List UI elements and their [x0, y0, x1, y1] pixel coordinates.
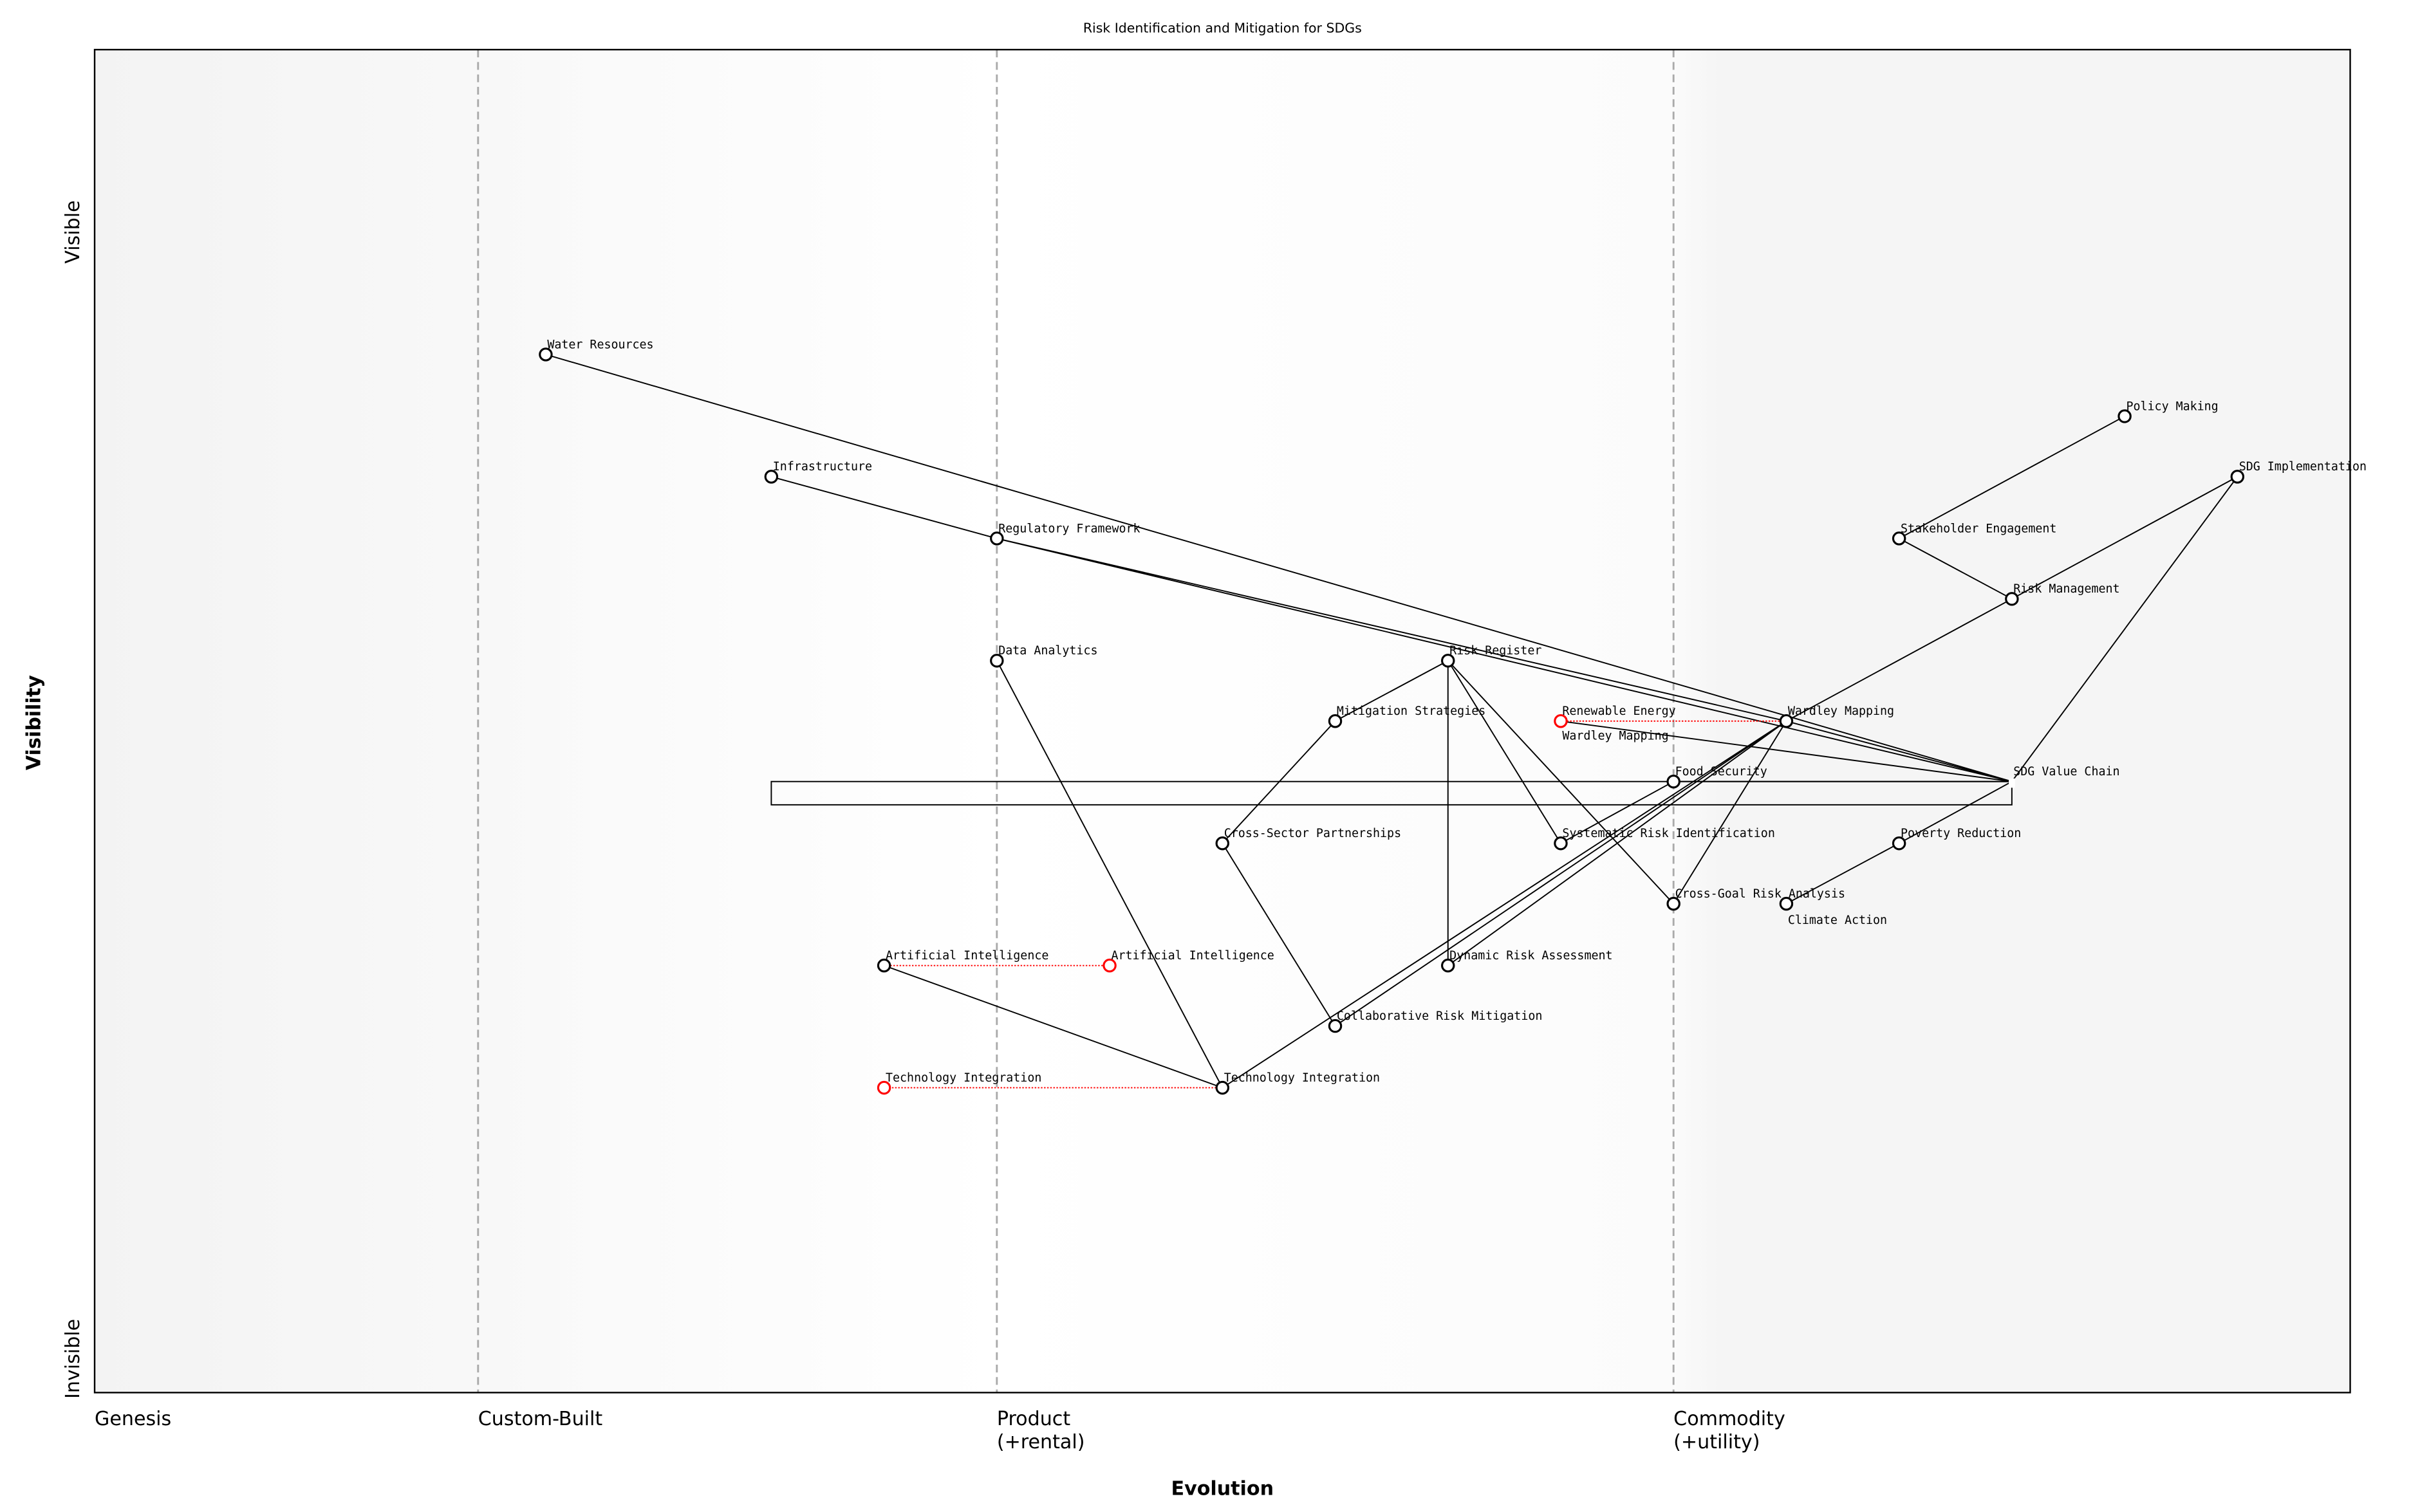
- dependency-link: [2011, 476, 2238, 600]
- stage-label: Custom-Built: [478, 1408, 603, 1430]
- dependency-link: [1222, 843, 1336, 1027]
- y-top-label: Visible: [62, 200, 84, 263]
- dependency-link: [545, 354, 2013, 782]
- component-marker[interactable]: [1554, 836, 1568, 851]
- stage-label: Commodity (+utility): [1673, 1408, 1785, 1453]
- dependency-link: [1899, 780, 2013, 844]
- dependency-link: [1560, 780, 1674, 844]
- component-marker[interactable]: [1892, 836, 1906, 851]
- component-label: Infrastructure: [773, 460, 872, 474]
- component-label: SDG Value Chain: [2013, 765, 2119, 779]
- component-label: SDG Implementation: [2239, 460, 2367, 474]
- dependency-link: [1899, 538, 2013, 600]
- stage-label: Product (+rental): [997, 1408, 1085, 1453]
- component-marker[interactable]: [1779, 896, 1794, 911]
- component-label: Risk Management: [2013, 582, 2119, 596]
- component-marker[interactable]: [1328, 1019, 1343, 1033]
- dependency-link: [884, 964, 1223, 1089]
- component-marker[interactable]: [1215, 836, 1230, 851]
- dependency-link: [1785, 598, 2013, 722]
- dependency-link: [1785, 842, 1900, 905]
- component-marker[interactable]: [539, 347, 553, 362]
- dependency-link: [1447, 660, 1674, 905]
- component-marker[interactable]: [2230, 470, 2245, 484]
- component-marker[interactable]: [877, 958, 891, 973]
- chart-title: Risk Identification and Mitigation for S…: [1083, 21, 1362, 36]
- y-bottom-label: Invisible: [62, 1319, 84, 1399]
- component-marker[interactable]: [2005, 592, 2019, 606]
- dependency-link: [771, 475, 998, 539]
- component-label: Food Security: [1675, 765, 1767, 779]
- component-label: Artificial Intelligence: [886, 949, 1048, 963]
- plot-area: [95, 50, 2350, 1393]
- component-label: Risk Register: [1449, 644, 1541, 658]
- dependency-link: [1447, 720, 1787, 966]
- component-label: Dynamic Risk Assessment: [1449, 949, 1612, 963]
- plot-frame: [93, 48, 2351, 1394]
- dependency-link: [996, 537, 2013, 782]
- evolved-component-marker[interactable]: [1103, 958, 1117, 973]
- component-label: Cross-Sector Partnerships: [1224, 827, 1401, 840]
- evolution-label: Wardley Mapping: [1562, 730, 1668, 743]
- component-label: Mitigation Strategies: [1337, 705, 1485, 718]
- dependency-link: [1899, 416, 2125, 539]
- evolved-component-marker[interactable]: [877, 1080, 891, 1095]
- y-axis-title: Visibility: [23, 675, 46, 770]
- x-axis-title: Evolution: [1171, 1477, 1274, 1500]
- component-label: Policy Making: [2126, 400, 2218, 413]
- component-label: Poverty Reduction: [1901, 827, 2021, 840]
- component-label: Renewable Energy: [1562, 705, 1675, 718]
- dependency-link: [2011, 476, 2238, 782]
- dependency-link: [996, 537, 1787, 722]
- evolved-component-label: Artificial Intelligence: [1111, 949, 1274, 963]
- dependency-link: [996, 660, 1224, 1089]
- anchor-marker[interactable]: [2009, 778, 2015, 788]
- component-marker[interactable]: [990, 654, 1004, 668]
- dependency-link: [1222, 720, 1787, 1089]
- component-marker[interactable]: [1441, 654, 1455, 668]
- component-label: Cross-Goal Risk Analysis: [1675, 887, 1845, 901]
- component-label: Climate Action: [1788, 914, 1887, 927]
- component-label: Data Analytics: [998, 644, 1097, 658]
- dependency-link: [1560, 720, 2012, 782]
- component-label: Water Resources: [547, 338, 653, 351]
- stage-label: Genesis: [95, 1408, 171, 1430]
- component-label: Technology Integration: [1224, 1071, 1380, 1085]
- component-marker[interactable]: [1441, 958, 1455, 973]
- component-label: Collaborative Risk Mitigation: [1337, 1010, 1542, 1023]
- component-marker[interactable]: [1892, 531, 1906, 546]
- component-label: Stakeholder Engagement: [1901, 522, 2056, 535]
- component-marker[interactable]: [1554, 714, 1568, 728]
- component-marker[interactable]: [1666, 896, 1680, 911]
- component-marker[interactable]: [1215, 1080, 1230, 1095]
- component-label: Regulatory Framework: [998, 522, 1140, 535]
- pipeline-box: [770, 780, 2013, 806]
- dependency-link: [1447, 660, 1561, 844]
- dependency-link: [1334, 720, 1787, 1027]
- component-label: Wardley Mapping: [1788, 705, 1894, 718]
- component-marker[interactable]: [1328, 714, 1343, 728]
- component-marker[interactable]: [1779, 714, 1794, 728]
- dependency-link: [1786, 720, 2013, 782]
- component-marker[interactable]: [764, 470, 779, 484]
- component-marker[interactable]: [990, 531, 1004, 546]
- dependency-link: [1673, 721, 1787, 905]
- component-marker[interactable]: [1666, 774, 1680, 789]
- dependency-link: [1335, 659, 1449, 722]
- component-label: Systematic Risk Identification: [1562, 827, 1774, 840]
- evolved-component-label: Technology Integration: [886, 1071, 1041, 1085]
- component-marker[interactable]: [2118, 409, 2132, 423]
- dependency-link: [1222, 721, 1336, 844]
